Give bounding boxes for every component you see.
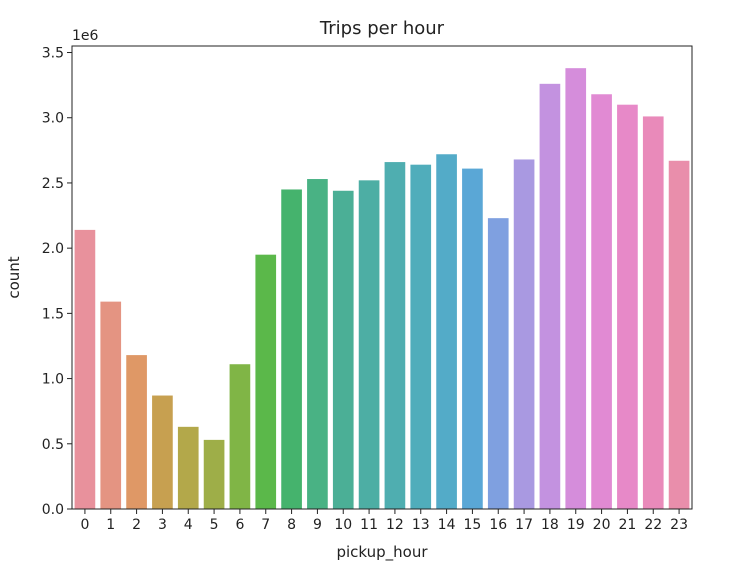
chart-title: Trips per hour — [319, 18, 445, 39]
x-tick-label: 10 — [334, 517, 352, 533]
bar-hour-16 — [487, 218, 509, 509]
x-tick-label: 4 — [184, 517, 193, 533]
x-axis-label: pickup_hour — [336, 543, 428, 562]
bar-hour-11 — [358, 180, 380, 509]
plot-frame — [71, 45, 693, 510]
x-tick-label: 17 — [515, 517, 533, 533]
y-axis-ticks: 0.0 0.5 1.0 1.5 2.0 2.5 3.0 3.5 — [42, 46, 72, 518]
x-tick-label: 13 — [412, 517, 430, 533]
bar-hour-17 — [513, 159, 535, 510]
x-tick-label: 1 — [106, 517, 115, 533]
bar-hour-9 — [307, 179, 328, 509]
y-tick-label: 1.5 — [42, 306, 64, 322]
bar-hour-19 — [565, 68, 587, 510]
bar-hour-18 — [539, 83, 561, 509]
bar-hour-12 — [384, 162, 406, 509]
x-tick-label: 18 — [541, 517, 559, 533]
x-tick-label: 23 — [670, 517, 688, 533]
y-tick-label: 2.0 — [42, 241, 64, 257]
bar-hour-23 — [668, 160, 690, 509]
bar-hour-3 — [152, 395, 173, 509]
bar-hour-15 — [462, 168, 483, 510]
x-tick-label: 22 — [644, 517, 662, 533]
y-axis-label: count — [5, 256, 23, 298]
x-tick-label: 19 — [567, 517, 585, 533]
bar-hour-8 — [281, 189, 302, 509]
bars-group — [74, 68, 690, 510]
x-tick-label: 3 — [158, 517, 167, 533]
bar-hour-5 — [203, 439, 225, 509]
x-tick-label: 16 — [489, 517, 507, 533]
bar-hour-13 — [410, 164, 432, 509]
y-tick-label: 2.5 — [42, 176, 64, 192]
bar-hour-0 — [74, 229, 96, 510]
x-tick-label: 8 — [287, 517, 296, 533]
y-tick-label: 0.5 — [42, 437, 64, 453]
y-offset-label: 1e6 — [72, 28, 99, 44]
y-tick-label: 0.0 — [42, 502, 64, 518]
bar-hour-20 — [591, 94, 612, 509]
bar-hour-1 — [100, 301, 122, 509]
x-tick-label: 0 — [80, 517, 89, 533]
y-tick-label: 1.0 — [42, 372, 64, 388]
x-tick-label: 7 — [261, 517, 270, 533]
x-tick-label: 21 — [619, 517, 637, 533]
x-tick-label: 14 — [438, 517, 456, 533]
x-tick-label: 9 — [313, 517, 322, 533]
x-axis-ticks: 0 1 2 3 4 5 6 7 8 9 10 11 12 13 14 15 16 17 18 19 20 21 22 23 — [80, 509, 688, 533]
bar-hour-4 — [177, 426, 199, 509]
bar-hour-2 — [126, 355, 147, 509]
x-tick-label: 5 — [210, 517, 219, 533]
bar-hour-10 — [332, 190, 354, 509]
bar-hour-22 — [642, 116, 664, 510]
bar-hour-7 — [255, 254, 277, 509]
x-tick-label: 2 — [132, 517, 141, 533]
x-tick-label: 11 — [360, 517, 378, 533]
bar-hour-14 — [436, 154, 457, 509]
y-tick-label: 3.5 — [42, 46, 64, 62]
x-tick-label: 20 — [593, 517, 611, 533]
x-tick-label: 6 — [235, 517, 244, 533]
x-tick-label: 15 — [464, 517, 482, 533]
y-tick-label: 3.0 — [42, 111, 64, 127]
x-tick-label: 12 — [386, 517, 404, 533]
bar-hour-6 — [229, 364, 251, 509]
bar-hour-21 — [617, 104, 638, 510]
